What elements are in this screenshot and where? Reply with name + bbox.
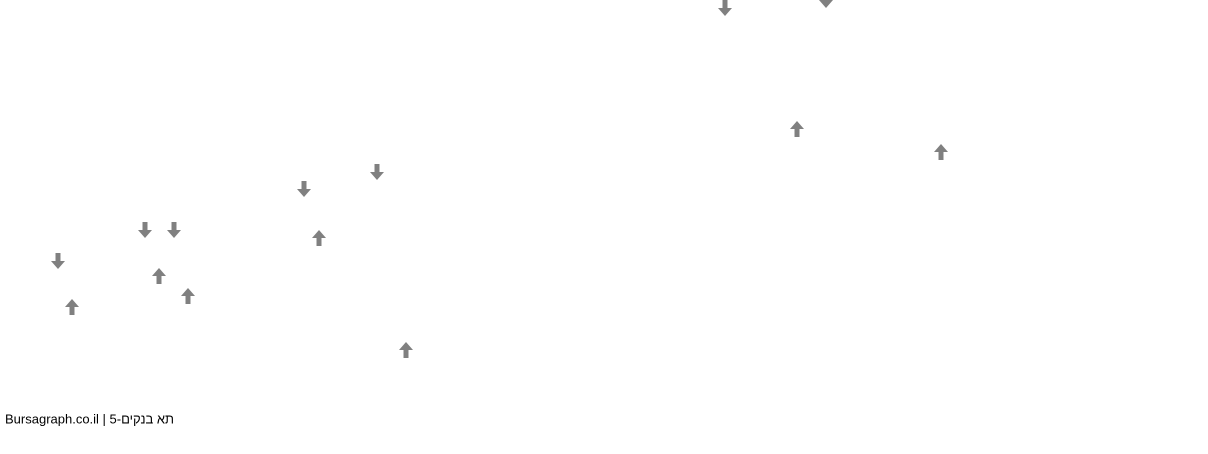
watermark-bg — [3, 411, 203, 428]
arrow — [819, 0, 833, 8]
arrow — [167, 222, 181, 238]
arrow — [312, 230, 326, 246]
arrow — [718, 0, 732, 16]
arrow — [51, 253, 65, 269]
arrows — [51, 0, 948, 358]
arrow — [934, 144, 948, 160]
arrow — [297, 181, 311, 197]
arrow — [65, 299, 79, 315]
arrow — [181, 288, 195, 304]
watermark: Bursagraph.co.il | 5-תא בנקים — [5, 411, 174, 426]
arrow — [152, 268, 166, 284]
arrow — [399, 342, 413, 358]
arrow — [370, 164, 384, 180]
arrow — [790, 121, 804, 137]
arrow — [138, 222, 152, 238]
